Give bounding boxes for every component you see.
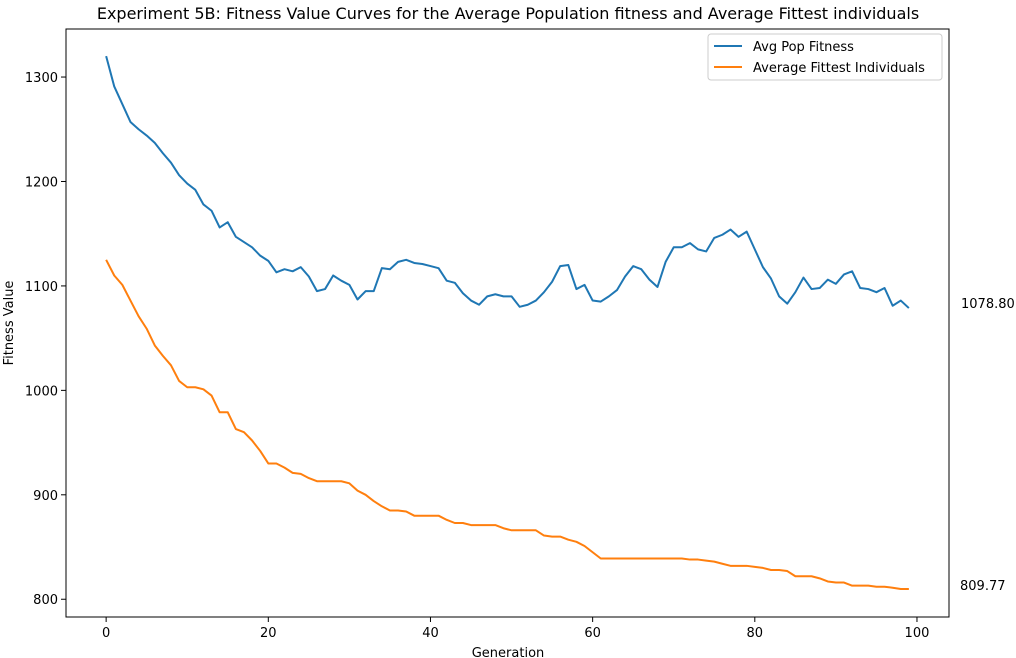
y-tick-label: 1200 — [25, 175, 58, 190]
x-tick-label: 20 — [260, 626, 277, 641]
x-tick-label: 40 — [422, 626, 439, 641]
y-tick-label: 900 — [33, 489, 58, 504]
legend: Avg Pop Fitness Average Fittest Individu… — [707, 33, 943, 81]
series-layer — [105, 55, 910, 591]
y-tick-label: 1300 — [25, 71, 58, 86]
x-tick-label: 0 — [102, 626, 110, 641]
x-tick-label: 80 — [747, 626, 764, 641]
y-tick-label: 1100 — [25, 280, 58, 295]
x-axis: 0 20 40 60 80 100 — [102, 617, 929, 641]
y-tick-label: 800 — [33, 593, 58, 608]
legend-box — [707, 33, 943, 81]
y-axis-label: Fitness Value — [2, 281, 17, 366]
legend-label-average-fittest-individuals: Average Fittest Individuals — [753, 61, 925, 76]
series-line-average-fittest-individuals — [105, 259, 909, 591]
y-axis: 800 900 1000 1100 1200 1300 — [25, 71, 66, 608]
series-line-avg-pop-fitness — [105, 55, 910, 309]
plot-area — [65, 28, 950, 618]
y-tick-label: 1000 — [25, 384, 58, 399]
x-tick-label: 60 — [584, 626, 601, 641]
end-label-average-fittest-individuals: 809.77 — [960, 579, 1006, 594]
chart-title: Experiment 5B: Fitness Value Curves for … — [97, 4, 919, 23]
x-axis-label: Generation — [472, 646, 545, 658]
end-label-avg-pop-fitness: 1078.80 — [961, 297, 1015, 312]
legend-label-avg-pop-fitness: Avg Pop Fitness — [753, 40, 854, 55]
x-tick-label: 100 — [905, 626, 930, 641]
